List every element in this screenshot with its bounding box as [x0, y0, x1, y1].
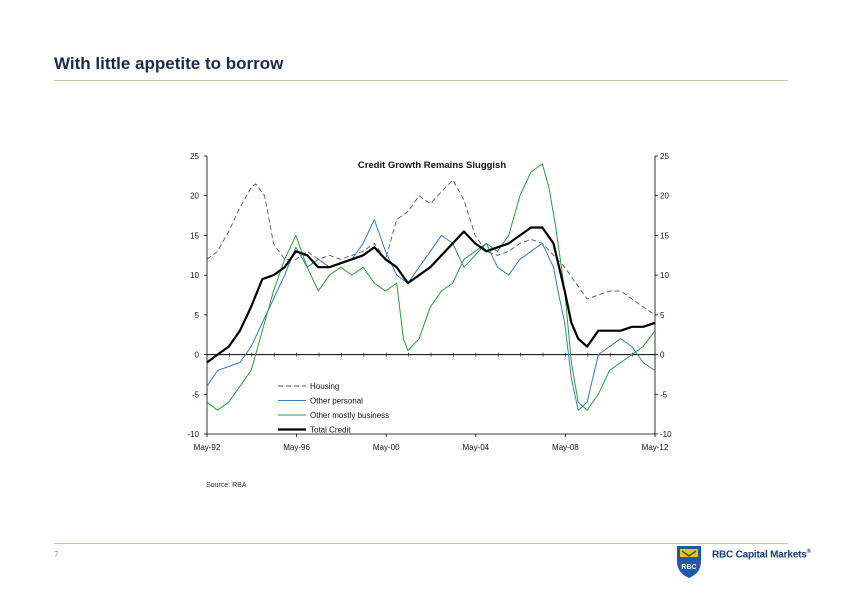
logo-trademark: ®: [806, 549, 811, 555]
title-divider: [54, 80, 788, 81]
legend-label: Total Credit: [310, 426, 351, 435]
y2-tick-label: 10: [660, 271, 669, 280]
y-tick-label: -10: [187, 430, 199, 439]
chart-title: Credit Growth Remains Sluggish: [358, 160, 507, 171]
credit-growth-chart: Credit Growth Remains Sluggish 25 25 20 20 1…: [187, 152, 672, 452]
y-tick-label: 0: [195, 351, 200, 360]
y-tick-label: 15: [190, 231, 199, 240]
y2-tick-label: 20: [660, 192, 669, 201]
y-tick-label: -5: [192, 390, 200, 399]
y-tick-label: 10: [190, 271, 199, 280]
chart-series: [206, 163, 656, 411]
series-line-total-credit: [206, 226, 656, 364]
y2-tick-label: 25: [660, 152, 669, 161]
y-tick-label: 25: [190, 152, 199, 161]
legend-label: Housing: [310, 382, 339, 391]
x-tick-label: May-92: [194, 443, 221, 452]
y-tick-label: 20: [190, 192, 199, 201]
footer-divider: [54, 543, 788, 544]
y2-tick-label: -10: [660, 430, 672, 439]
legend-label: Other mostly business: [310, 411, 389, 420]
chart-legend: Housing Other personal Other mostly busine…: [278, 382, 389, 435]
x-tick-label: May-96: [283, 443, 310, 452]
logo-badge-text: RBC: [681, 564, 696, 571]
logo-wordmark: RBC Capital Markets®: [712, 549, 811, 560]
series-line-housing: [206, 179, 656, 316]
chart-axes: 25 25 20 20 15 15 10 10 5 5 0 0 -5 -5 -10 -10 May-92 May-…: [187, 152, 672, 452]
source-note: Source: RBA: [206, 482, 247, 489]
y2-tick-label: -5: [660, 390, 668, 399]
y2-tick-label: 0: [660, 351, 665, 360]
series-line-other-personal: [206, 219, 656, 411]
rbc-shield-logo-icon: RBC: [677, 546, 701, 578]
x-tick-label: May-08: [552, 443, 579, 452]
y2-tick-label: 15: [660, 231, 669, 240]
x-tick-label: May-12: [642, 443, 669, 452]
legend-label: Other personal: [310, 397, 363, 406]
page-number: 7: [54, 550, 59, 559]
x-tick-label: May-04: [462, 443, 489, 452]
logo-wordmark-text: RBC Capital Markets: [712, 549, 807, 561]
slide-title: With little appetite to borrow: [54, 54, 284, 73]
series-line-other-mostly-business: [206, 163, 656, 411]
y-tick-label: 5: [195, 311, 200, 320]
y2-tick-label: 5: [660, 311, 665, 320]
x-tick-label: May-00: [373, 443, 400, 452]
